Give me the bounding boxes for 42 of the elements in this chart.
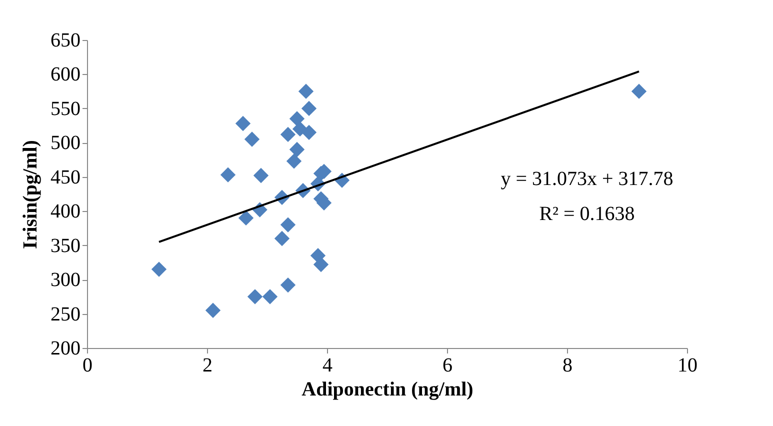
y-tick-label: 200 bbox=[50, 338, 80, 360]
point bbox=[301, 100, 317, 116]
y-tick-label: 400 bbox=[50, 200, 80, 223]
point bbox=[247, 289, 263, 304]
point bbox=[289, 142, 305, 158]
x-tick-label: 10 bbox=[678, 354, 698, 376]
point bbox=[205, 302, 221, 318]
x-axis-title: Adiponectin (ng/ml) bbox=[302, 378, 474, 400]
y-tick-label: 650 bbox=[50, 30, 80, 52]
y-tick-label: 500 bbox=[50, 132, 80, 154]
point bbox=[286, 154, 302, 169]
point bbox=[238, 210, 254, 226]
point bbox=[313, 256, 329, 272]
point bbox=[292, 121, 308, 137]
y-tick-label: 600 bbox=[50, 64, 80, 86]
point bbox=[298, 84, 314, 99]
point bbox=[280, 126, 296, 142]
point bbox=[274, 230, 290, 246]
x-tick-label: 4 bbox=[322, 354, 332, 376]
y-tick-label: 550 bbox=[50, 98, 80, 120]
point bbox=[631, 84, 647, 99]
point bbox=[235, 116, 251, 132]
point bbox=[262, 289, 278, 304]
point bbox=[244, 132, 260, 147]
point bbox=[280, 277, 296, 293]
x-tick-label: 8 bbox=[562, 354, 572, 376]
point bbox=[151, 262, 167, 277]
x-tick-label: 6 bbox=[442, 354, 452, 376]
point bbox=[220, 167, 236, 182]
annotation: y = 31.073x + 317.78 bbox=[500, 168, 674, 190]
annotation: R² = 0.1638 bbox=[539, 203, 635, 225]
x-tick-label: 2 bbox=[202, 354, 212, 376]
y-tick-label: 300 bbox=[50, 269, 80, 292]
point bbox=[301, 124, 317, 140]
point bbox=[280, 217, 296, 232]
y-axis-title: Irisin(pg/ml) bbox=[20, 140, 42, 249]
point bbox=[289, 111, 305, 126]
y-tick-label: 350 bbox=[50, 234, 80, 257]
y-tick-label: 450 bbox=[50, 166, 80, 188]
x-tick-label: 0 bbox=[82, 354, 92, 376]
point bbox=[253, 168, 269, 184]
y-tick-label: 250 bbox=[50, 303, 80, 326]
